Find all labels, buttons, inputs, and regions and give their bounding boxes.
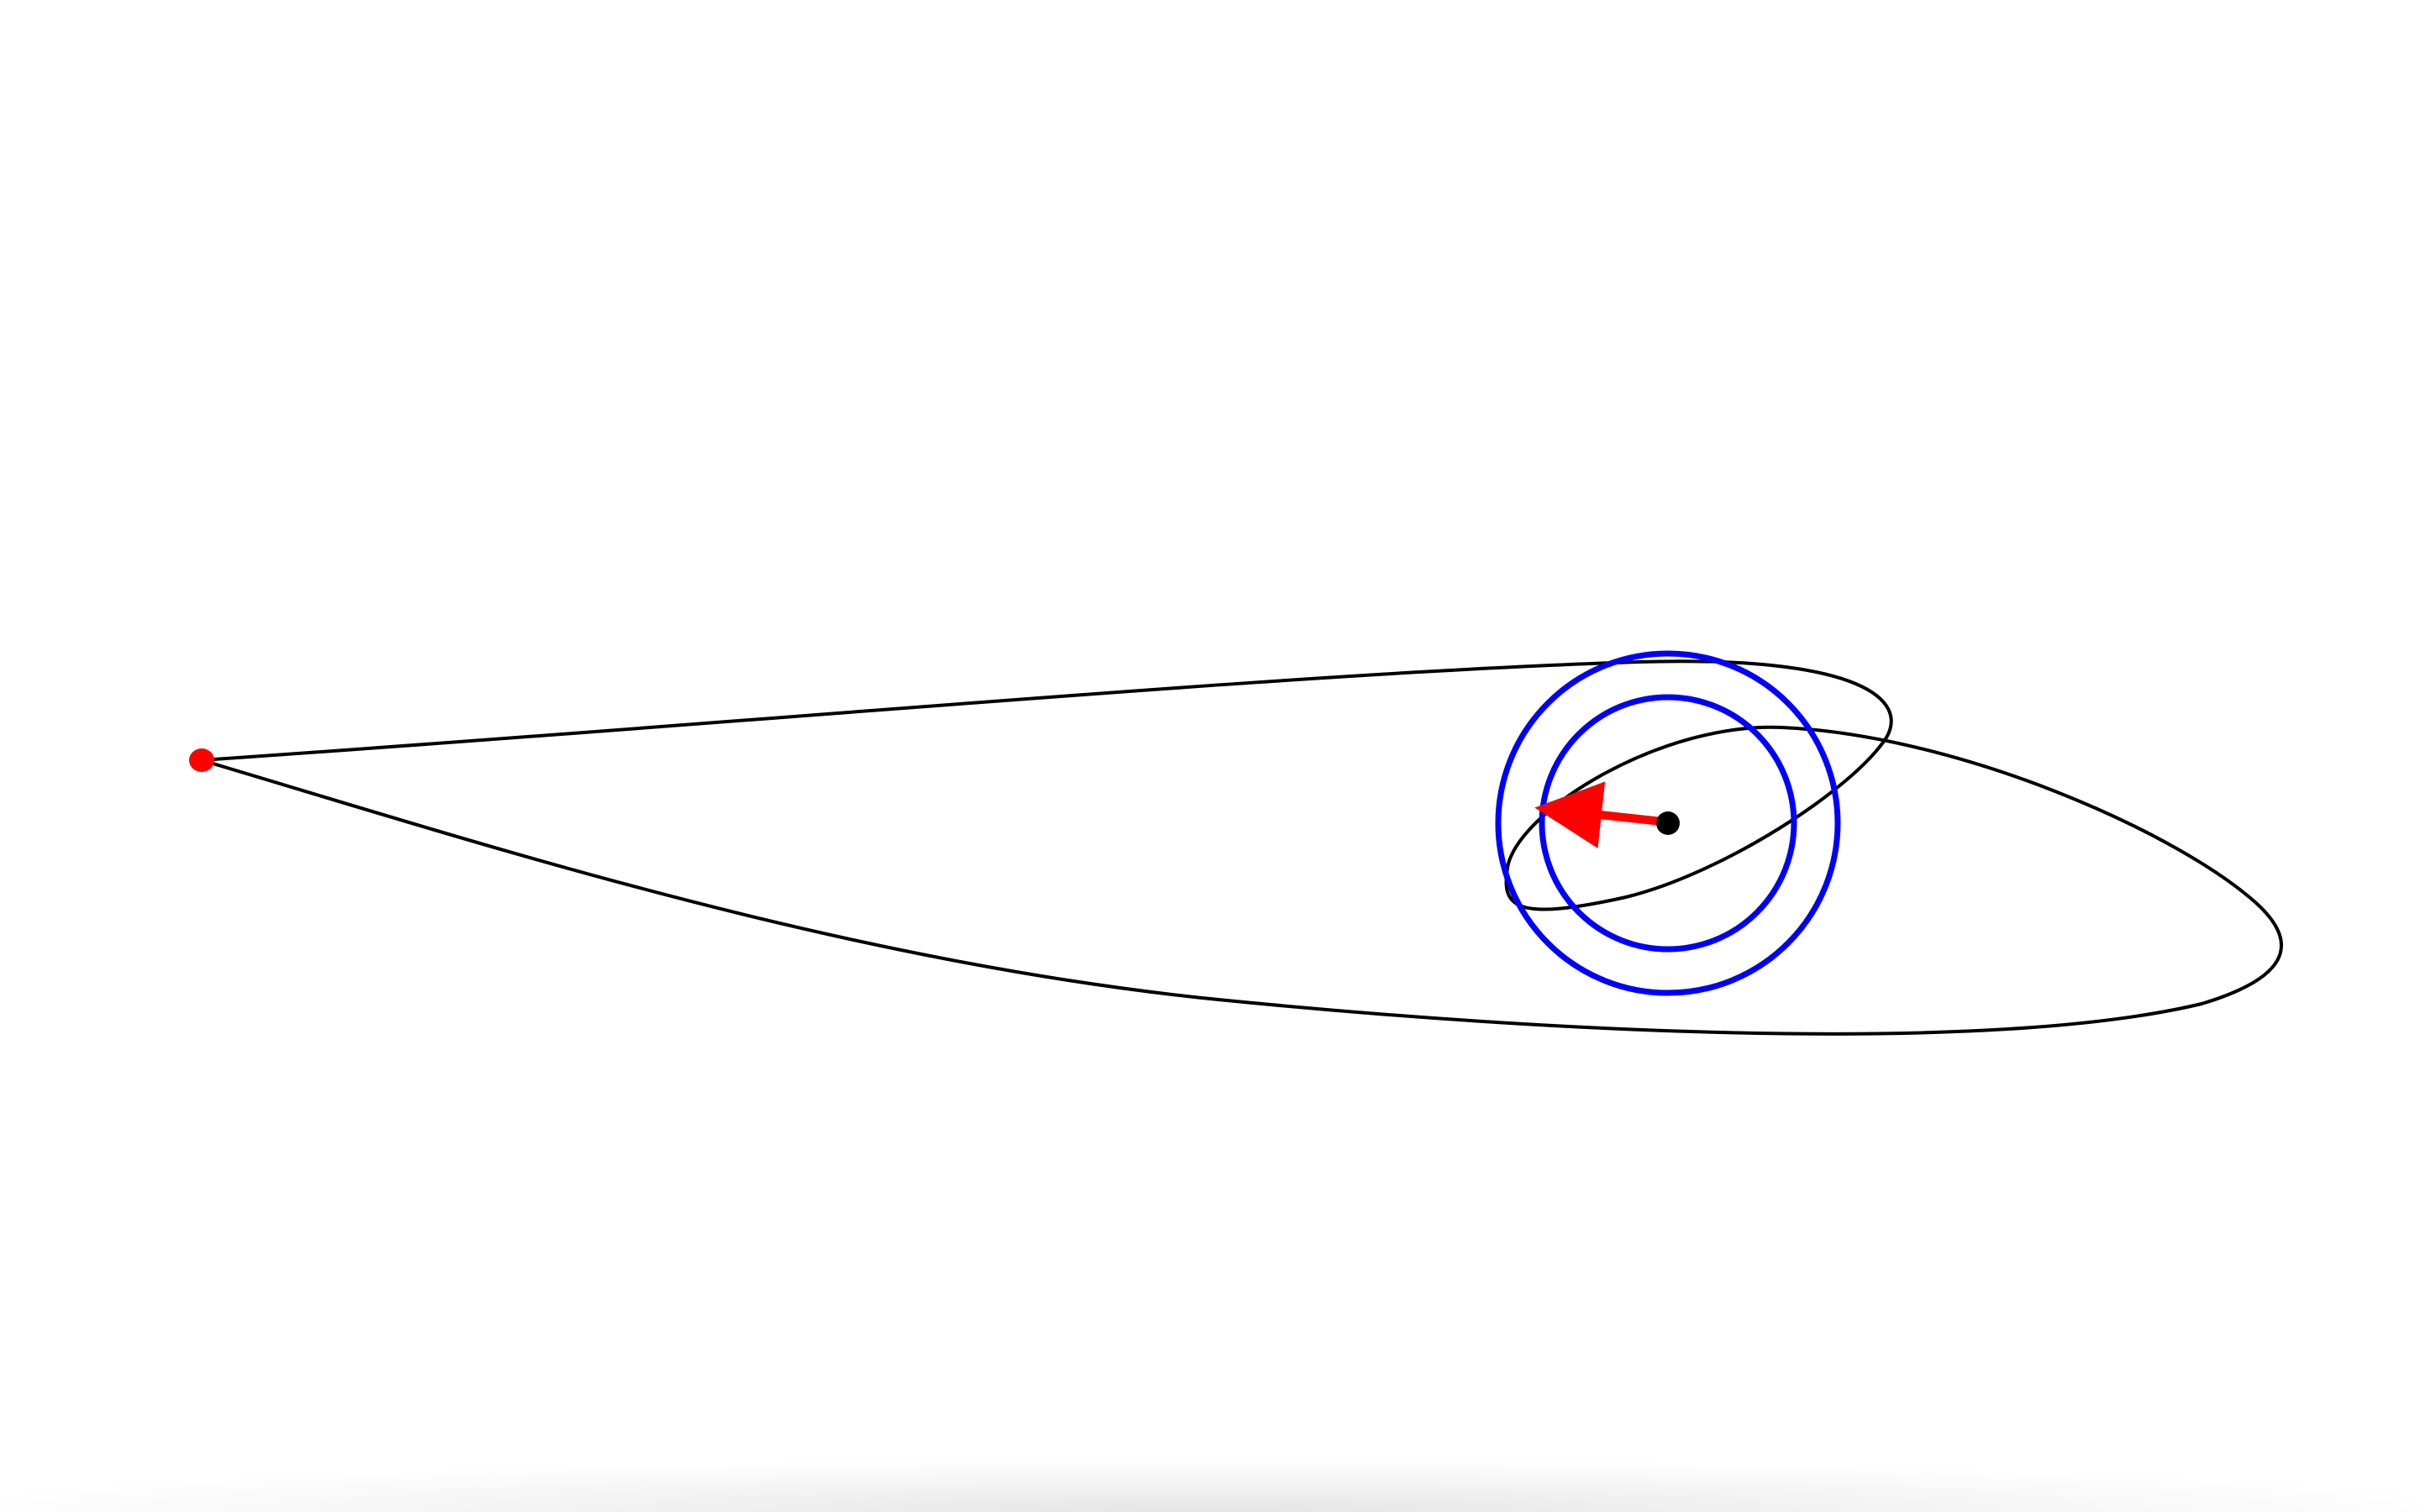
outer-ring: [1495, 650, 1841, 996]
bottom-shadow: [0, 1462, 2420, 1512]
velocity-arrow: [1534, 781, 1663, 848]
spacecraft-marker: [189, 748, 214, 772]
transfer-orbit: [201, 659, 2283, 1036]
central-body: [1656, 811, 1680, 835]
